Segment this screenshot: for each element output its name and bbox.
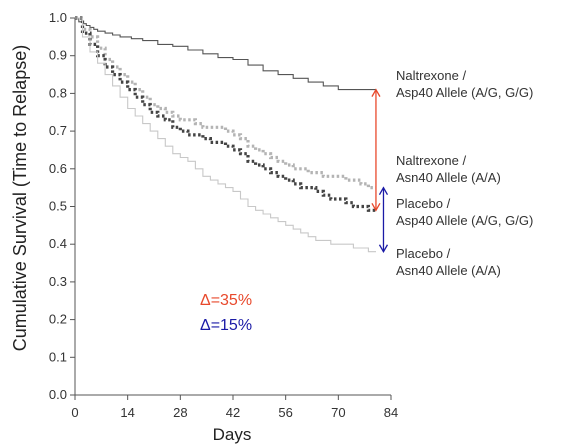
series-label-placebo-asp40: Placebo /: [396, 196, 451, 211]
y-tick-label: 1.0: [49, 10, 67, 25]
delta-label-blue: Δ=15%: [200, 317, 252, 334]
x-tick-label: 70: [331, 405, 345, 420]
series-label-naltrexone-asn40: Naltrexone /: [396, 153, 466, 168]
series-label-placebo-asn40: Placebo /: [396, 246, 451, 261]
y-tick-label: 0.6: [49, 161, 67, 176]
delta-arrows: Δ=35% Δ=15%: [200, 88, 389, 334]
series-label-naltrexone-asn40: Asn40 Allele (A/A): [396, 170, 501, 185]
y-tick-label: 0.4: [49, 236, 67, 251]
axes: 0.0 0.1 0.2 0.3 0.4 0.5 0.6 0.7 0.8 0.9 1.0 0 14 28 42…: [49, 10, 398, 420]
series-label-placebo-asp40: Asp40 Allele (A/G, G/G): [396, 213, 533, 228]
series-labels: Naltrexone / Asp40 Allele (A/G, G/G) Naltr…: [396, 68, 533, 278]
y-tick-label: 0.0: [49, 387, 67, 402]
delta-arrow-blue: [378, 186, 389, 254]
y-tick-label: 0.3: [49, 274, 67, 289]
x-tick-label: 0: [71, 405, 78, 420]
x-tick-label: 42: [226, 405, 240, 420]
series-label-naltrexone-asp40: Naltrexone /: [396, 68, 466, 83]
delta-arrow-red: [371, 88, 381, 212]
y-tick-label: 0.2: [49, 312, 67, 327]
y-tick-label: 0.5: [49, 199, 67, 214]
series-label-placebo-asn40: Asn40 Allele (A/A): [396, 263, 501, 278]
y-tick-label: 0.9: [49, 48, 67, 63]
x-tick-label: 56: [278, 405, 292, 420]
series-line-naltrexone-asp40: [75, 17, 376, 91]
x-tick-label: 14: [120, 405, 134, 420]
y-tick-label: 0.8: [49, 85, 67, 100]
delta-label-red: Δ=35%: [200, 292, 252, 309]
x-tick-label: 28: [173, 405, 187, 420]
x-tick-label: 84: [384, 405, 398, 420]
x-axis-label: Days: [213, 425, 252, 444]
series-label-naltrexone-asp40: Asp40 Allele (A/G, G/G): [396, 85, 533, 100]
y-tick-label: 0.1: [49, 349, 67, 364]
series-line-placebo-asp40: [75, 16, 376, 212]
series-layer: [75, 16, 376, 253]
series-line-placebo-asn40: [75, 17, 376, 253]
y-axis-label: Cumulative Survival (Time to Relapse): [10, 45, 30, 351]
series-line-naltrexone-asn40: [75, 16, 376, 190]
y-tick-label: 0.7: [49, 123, 67, 138]
